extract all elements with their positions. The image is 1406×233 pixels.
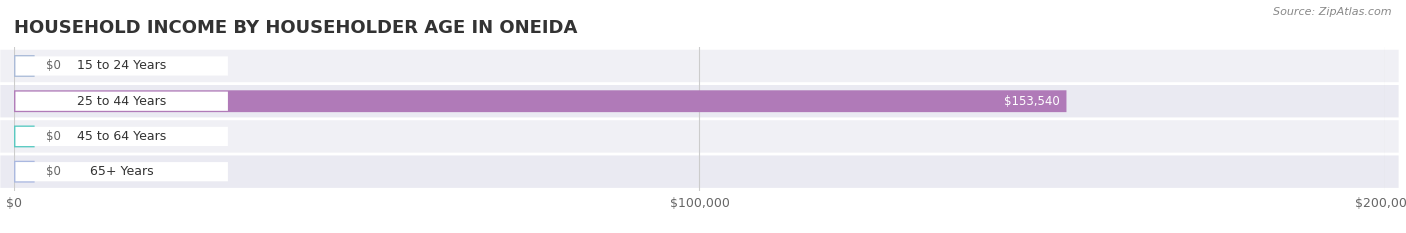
FancyBboxPatch shape	[0, 155, 1399, 188]
Text: Source: ZipAtlas.com: Source: ZipAtlas.com	[1274, 7, 1392, 17]
FancyBboxPatch shape	[14, 161, 35, 183]
Text: HOUSEHOLD INCOME BY HOUSEHOLDER AGE IN ONEIDA: HOUSEHOLD INCOME BY HOUSEHOLDER AGE IN O…	[14, 19, 578, 37]
FancyBboxPatch shape	[15, 127, 228, 146]
Text: $153,540: $153,540	[1004, 95, 1060, 108]
Text: $0: $0	[45, 59, 60, 72]
FancyBboxPatch shape	[15, 92, 228, 111]
FancyBboxPatch shape	[0, 120, 1399, 153]
FancyBboxPatch shape	[15, 162, 228, 181]
FancyBboxPatch shape	[14, 55, 35, 77]
Text: $0: $0	[45, 130, 60, 143]
Text: $0: $0	[45, 165, 60, 178]
FancyBboxPatch shape	[14, 90, 1067, 112]
Text: 25 to 44 Years: 25 to 44 Years	[77, 95, 166, 108]
Text: 15 to 24 Years: 15 to 24 Years	[77, 59, 166, 72]
Text: 65+ Years: 65+ Years	[90, 165, 153, 178]
FancyBboxPatch shape	[14, 126, 35, 147]
FancyBboxPatch shape	[15, 56, 228, 75]
FancyBboxPatch shape	[0, 85, 1399, 117]
FancyBboxPatch shape	[0, 50, 1399, 82]
Text: 45 to 64 Years: 45 to 64 Years	[77, 130, 166, 143]
